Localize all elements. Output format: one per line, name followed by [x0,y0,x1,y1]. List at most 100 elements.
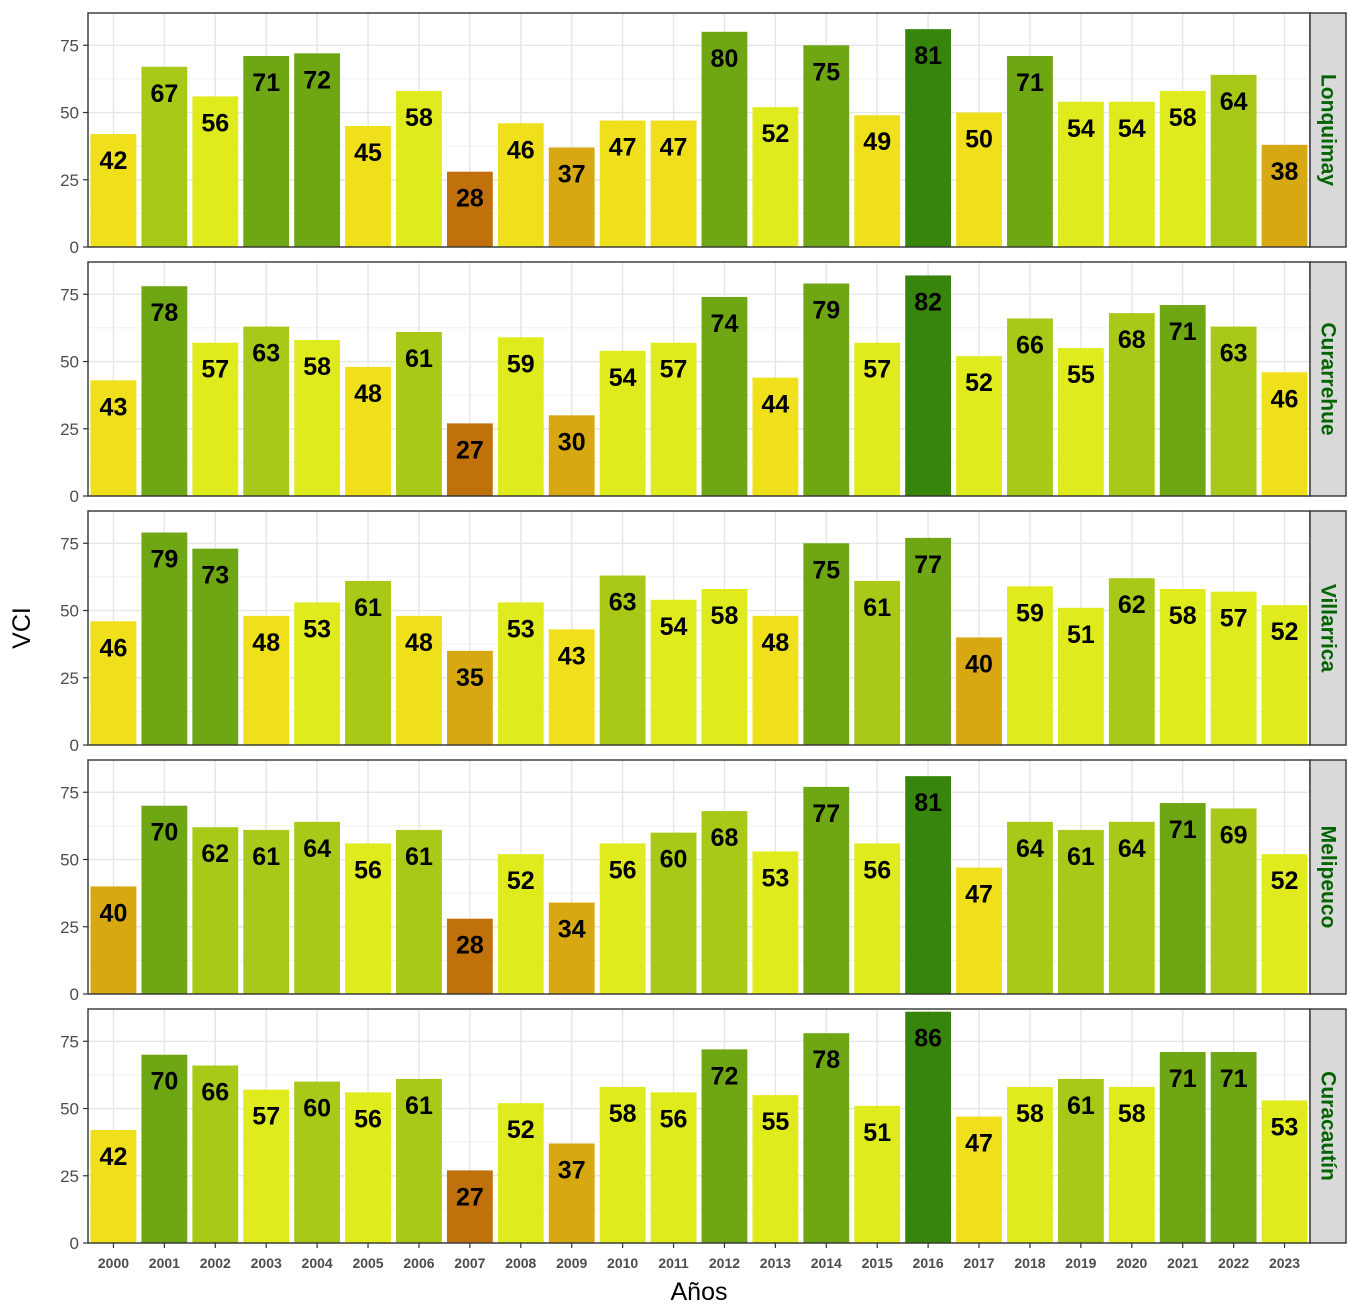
bar-value-label: 55 [761,1108,789,1136]
x-tick-label: 2002 [200,1255,231,1271]
bar-value-label: 57 [863,356,891,384]
x-tick-label: 2021 [1167,1255,1198,1271]
bar [1261,144,1308,247]
bar [497,337,544,496]
bar [1108,101,1155,247]
bar [1159,803,1206,994]
bar-value-label: 71 [1169,318,1197,346]
bar [803,543,850,745]
bar-value-label: 54 [1067,115,1095,143]
bar [854,843,901,994]
bar [446,650,493,745]
bar [905,537,952,745]
bar [1108,821,1155,994]
bar [1057,101,1104,247]
bar [599,120,646,247]
x-tick-label: 2005 [352,1255,383,1271]
bar [90,886,137,994]
bar [446,918,493,994]
bar [650,342,697,496]
bar-value-label: 77 [914,551,942,579]
bar-value-label: 42 [100,1143,128,1171]
bar [497,1103,544,1243]
y-tick-label: 25 [60,1167,79,1186]
bar [497,602,544,745]
bar [345,843,391,994]
y-tick-label: 25 [60,918,79,937]
bar [446,423,493,496]
bar [650,599,697,745]
bar-value-label: 56 [201,109,229,137]
bar-value-label: 69 [1220,821,1248,849]
bar [192,96,239,248]
bar-value-label: 54 [1118,115,1146,143]
bar [1007,1087,1053,1243]
bar [752,851,799,994]
bar-value-label: 72 [711,1062,739,1090]
bar-value-label: 64 [303,835,331,863]
bar [1261,605,1308,745]
facet-strip [1309,261,1347,497]
facet-strip-label: Curarrehue [1317,322,1340,435]
x-tick-label: 2014 [811,1255,842,1271]
bar-value-label: 52 [507,1116,535,1144]
bar-value-label: 61 [1067,843,1095,871]
bar [752,107,799,247]
bar-value-label: 55 [1067,361,1095,389]
bar-value-label: 56 [660,1105,688,1133]
bar-value-label: 58 [1169,602,1197,630]
bar-value-label: 37 [558,160,586,188]
bar-value-label: 48 [354,380,382,408]
bar-value-label: 45 [354,139,382,167]
bar [701,1049,748,1243]
bar-value-label: 57 [252,1103,280,1131]
bar-value-label: 53 [507,615,535,643]
bar-value-label: 40 [965,650,993,678]
bar [345,580,391,745]
bar-value-label: 43 [558,642,586,670]
y-tick-label: 75 [60,534,79,553]
bar [396,331,442,496]
bar [752,1095,799,1243]
y-tick-label: 0 [70,985,79,1004]
bar [243,1089,290,1243]
bar-value-label: 35 [456,664,484,692]
bar [294,1081,341,1243]
bar-value-label: 61 [252,843,280,871]
bar-value-label: 54 [660,613,688,641]
bar [446,1170,493,1243]
bar [141,66,188,247]
bar [548,629,595,745]
bar [905,776,952,994]
bar [1057,348,1104,496]
y-tick-label: 75 [60,1032,79,1051]
bar [1210,591,1257,745]
bar [1007,586,1053,745]
bar-value-label: 80 [711,45,739,73]
bar-value-label: 56 [609,856,637,884]
bar-value-label: 61 [863,594,891,622]
y-tick-label: 75 [60,285,79,304]
bar [1261,372,1308,496]
bar-value-label: 61 [1067,1092,1095,1120]
bar [956,356,1002,496]
bar [956,637,1002,745]
facet-strip [1309,759,1347,995]
facet-strip [1309,1008,1347,1244]
bar-value-label: 70 [150,1068,178,1096]
bar [192,1065,239,1243]
bar-value-label: 71 [1016,69,1044,97]
bar-value-label: 40 [100,899,128,927]
bar-value-label: 66 [201,1078,229,1106]
bar-value-label: 28 [456,185,484,213]
bar-value-label: 68 [711,824,739,852]
facet-strip-label: Curacautín [1317,1071,1340,1181]
bar-value-label: 58 [711,602,739,630]
bar [599,575,646,745]
bar-value-label: 46 [507,136,535,164]
x-tick-label: 2022 [1218,1255,1249,1271]
bar [1210,808,1257,994]
bar-value-label: 71 [252,69,280,97]
bar-value-label: 43 [100,393,128,421]
bar [243,615,290,745]
